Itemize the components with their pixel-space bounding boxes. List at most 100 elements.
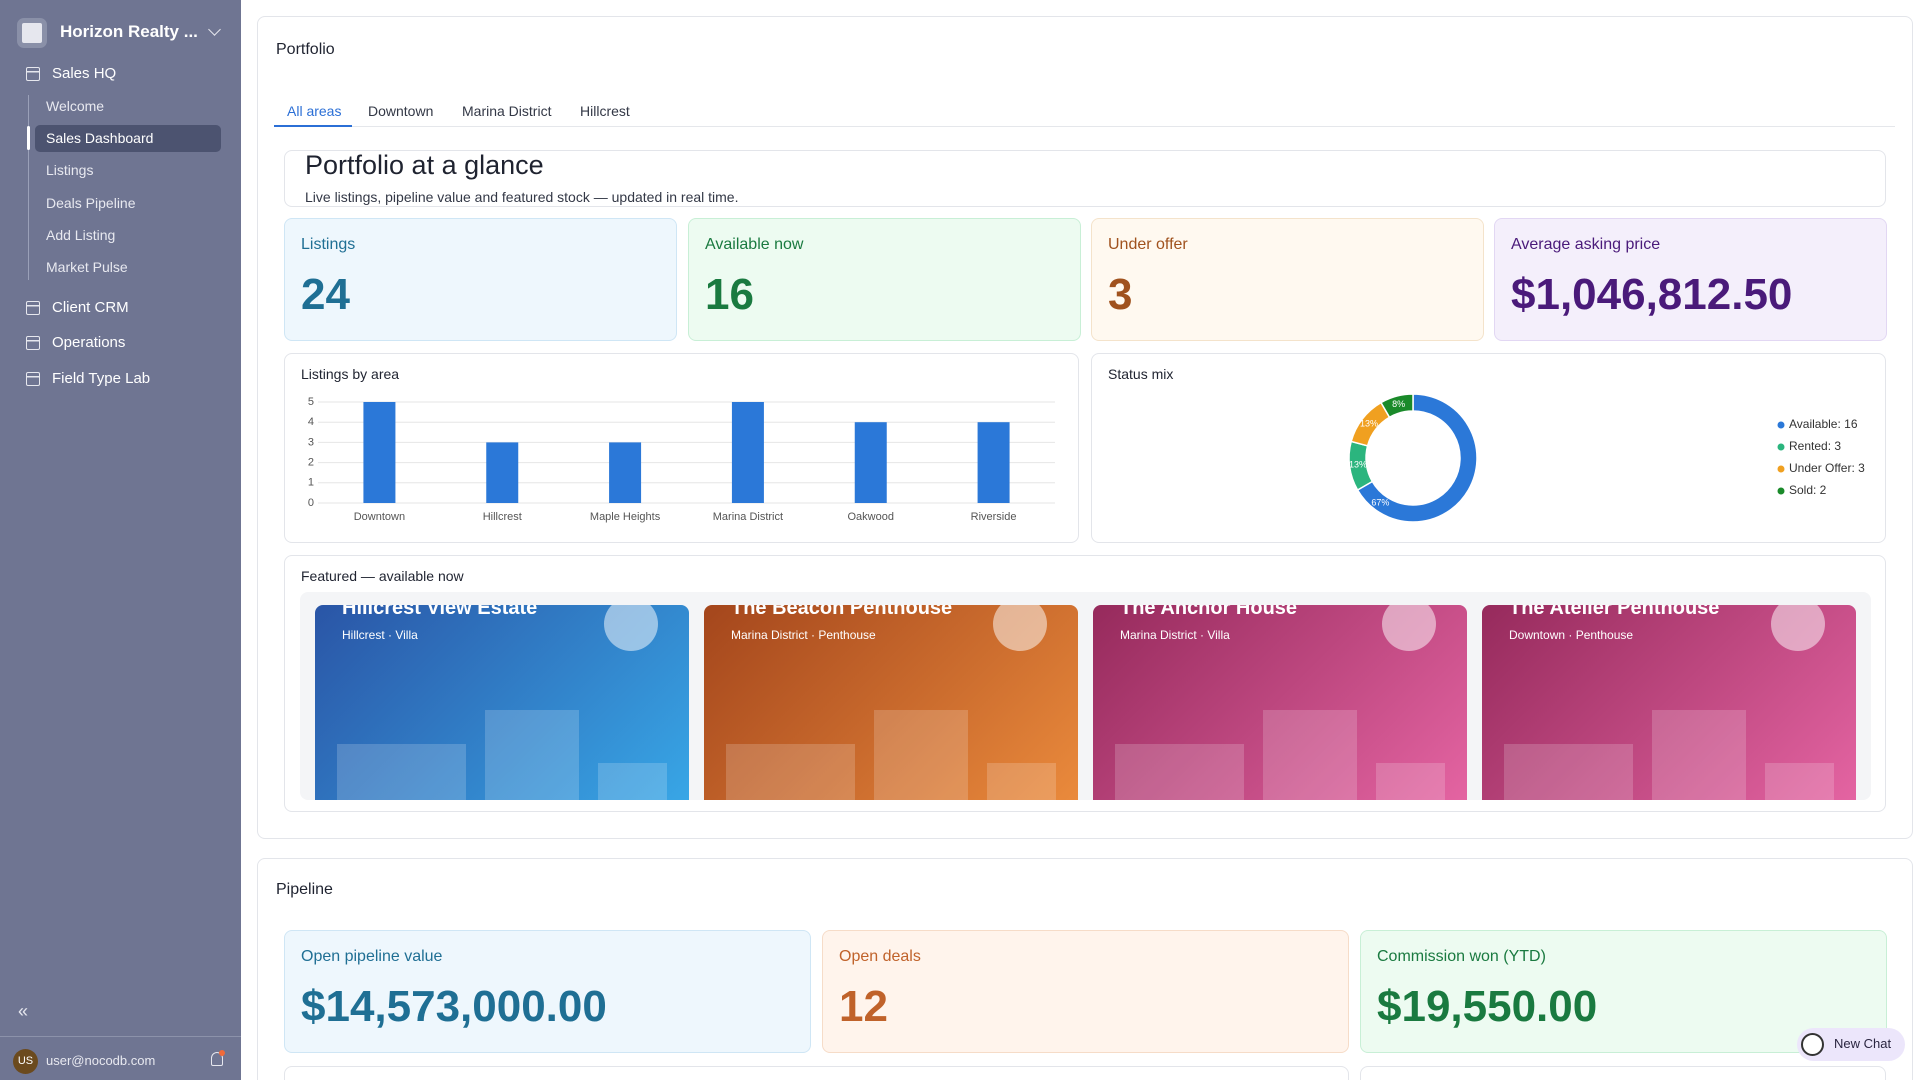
stat-card [822,930,1349,1053]
collapse-sidebar[interactable]: « [18,1001,29,1021]
tab[interactable]: Hillcrest [580,103,630,119]
property-title: Hillcrest View Estate [342,605,538,619]
building [987,763,1056,800]
stat-value: 16 [705,270,754,319]
tab[interactable]: All areas [287,103,342,119]
property-card[interactable]: The Anchor House Marina District · Villa [1093,605,1467,800]
table-icon [26,67,40,81]
sun [1771,605,1825,651]
table-icon [26,336,40,350]
nav-group[interactable]: Client CRM [52,299,129,316]
property-title: The Atelier Penthouse [1509,605,1720,619]
building [337,744,466,800]
chart-title: Deals by stage [301,1075,394,1080]
hero-card [284,150,1886,207]
workspace-name: Horizon Realty ... [60,22,198,41]
property-subtitle: Marina District · Penthouse [731,628,876,642]
stat-label: Listings [301,236,356,253]
stat-label: Average asking price [1511,236,1661,253]
table-icon [26,372,40,386]
chart-title: Listings by area [301,366,400,382]
property-card[interactable]: The Beacon Penthouse Marina District · Pe… [704,605,1078,800]
tab[interactable]: Marina District [462,103,552,119]
stat-card [688,218,1081,341]
new-chat-label: New Chat [1834,1036,1892,1051]
nav-item[interactable]: Listings [46,162,94,179]
nav-group[interactable]: Operations [52,334,126,351]
portfolio-panel [257,16,1913,839]
table-icon [26,301,40,315]
stat-value: 3 [1108,270,1133,319]
sidebar-footer-line [0,1036,241,1037]
building [598,763,667,800]
nav-item[interactable]: Market Pulse [46,259,128,275]
building [1765,763,1834,800]
user-email: user@nocodb.com [46,1053,156,1068]
tab-underline [274,125,352,127]
stat-card [284,218,677,341]
chart-card [1360,1066,1886,1080]
stat-label: Available now [705,236,804,253]
sun [604,605,658,651]
nav-group[interactable]: Field Type Lab [52,370,151,387]
bell-dot [219,1050,225,1056]
stat-label: Open pipeline value [301,948,443,965]
property-card[interactable]: Hillcrest View Estate Hillcrest · Villa [315,605,689,800]
chat-icon [1801,1033,1824,1056]
stat-label: Commission won (YTD) [1377,948,1546,965]
property-subtitle: Marina District · Villa [1120,628,1230,642]
pipeline-panel [257,858,1913,1080]
avatar: US [13,1049,38,1074]
nav-tree-line [28,95,29,280]
property-subtitle: Downtown · Penthouse [1509,628,1634,642]
chart-card [1091,353,1886,543]
stat-value: 24 [301,270,350,319]
chart-card [284,353,1079,543]
stat-card [284,930,811,1053]
nav-item[interactable]: Sales Dashboard [46,130,154,147]
sun [993,605,1047,651]
stat-label: Open deals [839,948,921,965]
building [874,710,968,800]
stat-value: $14,573,000.00 [301,982,607,1031]
nav-active-bg [35,125,221,153]
nav-group[interactable]: Sales HQ [52,65,117,82]
property-card[interactable]: The Atelier Penthouse Downtown · Penthous… [1482,605,1856,800]
property-title: The Anchor House [1120,605,1298,619]
chart-title: Status mix [1108,366,1174,382]
building [1376,763,1445,800]
stat-label: Under offer [1108,236,1188,253]
property-title: The Beacon Penthouse [731,605,953,619]
building [1115,744,1244,800]
property-subtitle: Hillcrest · Villa [342,628,418,642]
tab[interactable]: Downtown [368,103,434,119]
sun [1382,605,1436,651]
nav-item[interactable]: Deals Pipeline [46,194,136,211]
stat-value: $19,550.00 [1377,982,1598,1031]
workspace-logo [17,18,47,48]
stat-card [1494,218,1887,341]
nav-item[interactable]: Add Listing [46,226,116,243]
hero-subtitle: Live listings, pipeline value and featur… [305,189,739,205]
chart-card [284,1066,1349,1080]
section-title: Portfolio [276,41,335,58]
new-chat-button[interactable]: New Chat [1797,1028,1905,1061]
featured-card [284,555,1886,812]
building [1504,744,1633,800]
section-title: Pipeline [276,881,333,898]
featured-title: Featured — available now [301,568,464,584]
building [1652,710,1746,800]
building [485,710,579,800]
stat-card [1091,218,1484,341]
stat-card [1360,930,1887,1053]
sidebar [0,0,241,1080]
nav-item[interactable]: Welcome [46,98,105,114]
bell-icon[interactable] [211,1052,223,1066]
building [726,744,855,800]
nav-active-indicator [27,126,30,151]
tabs-line [274,126,1895,127]
stat-value: 12 [839,982,888,1031]
stat-value: $1,046,812.50 [1511,270,1793,319]
building [1263,710,1357,800]
